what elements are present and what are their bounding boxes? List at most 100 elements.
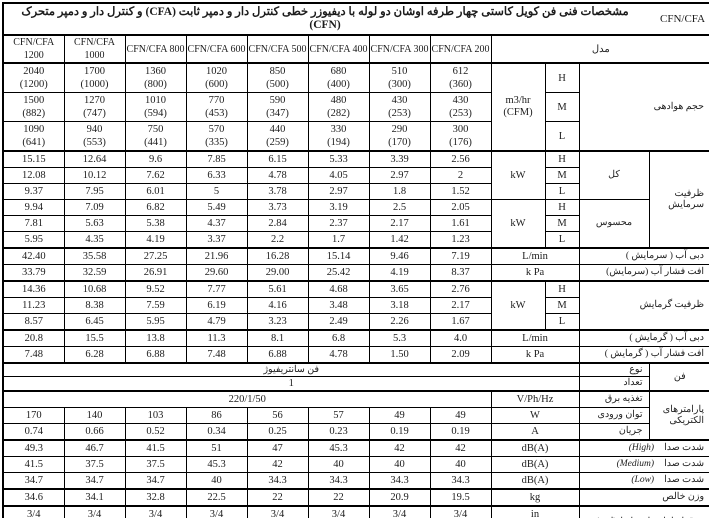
value-cell: 3/4 — [368, 505, 431, 518]
row-label: پارامترهای الکتریکی — [648, 390, 709, 441]
value-cell: 2.5 — [368, 199, 431, 216]
unit-cell: L/min — [490, 329, 580, 347]
section-cooling-water: 42.40 35.58 27.25 21.96 16.28 15.14 9.46 7.19 L… — [2, 247, 709, 282]
noise-label-en: (Medium) — [616, 459, 655, 469]
table-row: 41.5 37.5 37.5 45.3 42 40 40 40 dB(A) شدت صدا(M… — [2, 456, 709, 473]
value-cell: 1.67 — [429, 313, 492, 331]
value-cell: 6.15 — [246, 150, 309, 168]
row-label: ظرفیت گرمایش — [578, 280, 709, 331]
value-cell: 4.68 — [307, 280, 370, 298]
row-label: نوع — [578, 362, 650, 377]
column-header-cell: CFN/CFA 500 — [246, 34, 309, 64]
section-heating-water: 20.8 15.5 13.8 11.3 8.1 6.8 5.3 4.0 L/min دبی آ… — [2, 329, 709, 364]
unit-cell: k Pa — [490, 264, 580, 282]
value-cell: 29.60 — [185, 264, 248, 282]
value-cell: 3/4 — [429, 505, 492, 518]
value-cell: 1.23 — [429, 231, 492, 249]
value-cell: 9.6 — [124, 150, 187, 168]
value-cell: 25.42 — [307, 264, 370, 282]
title-wrap: مشخصات فنی فن کویل کاستی چهار طرفه اوشان… — [5, 6, 709, 32]
model-code: CFN/CFA — [660, 12, 706, 25]
power-supply-value: 220/1/50 — [2, 390, 492, 408]
value-cell: 8.38 — [63, 297, 126, 314]
row-label: ظرفیت سرمایش — [648, 150, 709, 249]
value-cell: 2.17 — [429, 297, 492, 314]
value-cell: 3.48 — [307, 297, 370, 314]
value-cell: 49 — [429, 407, 492, 424]
unit-cell: dB(A) — [490, 472, 580, 490]
value-cell: 34.3 — [246, 472, 309, 490]
row-label: افت فشار آب (سرمایش) — [578, 264, 709, 282]
unit-cell: A — [490, 423, 580, 441]
value-cell: 5.33 — [307, 150, 370, 168]
value-cell: 7.48 — [2, 346, 65, 364]
value-cell: 7.59 — [124, 297, 187, 314]
value-cell: 0.52 — [124, 423, 187, 441]
value-cell: 45.3 — [185, 456, 248, 473]
table-row: 220/1/50 V/Ph/Hz تغذیه برق پارامترهای ال… — [2, 390, 709, 441]
section-electrical: 220/1/50 V/Ph/Hz تغذیه برق پارامترهای ال… — [2, 390, 709, 441]
value-cell: 2.56 — [429, 150, 492, 168]
value-cell: 5.95 — [124, 313, 187, 331]
value-cell: 34.7 — [2, 472, 65, 490]
column-header-cell: CFN/CFA 1200 — [2, 34, 65, 64]
value-cell: 34.7 — [63, 472, 126, 490]
unit-cell: k Pa — [490, 346, 580, 364]
row-label: حجم هوادهی — [578, 62, 709, 152]
value-cell: 1270 (747) — [63, 92, 126, 122]
value-cell: 2.17 — [368, 215, 431, 232]
value-cell: 7.85 — [185, 150, 248, 168]
value-cell: 5.61 — [246, 280, 309, 298]
value-cell: 12.64 — [63, 150, 126, 168]
row-label: افت فشار آب ( گرمایش ) — [578, 346, 709, 364]
value-cell: 20.8 — [2, 329, 65, 347]
value-cell: 13.8 — [124, 329, 187, 347]
value-cell: 3.65 — [368, 280, 431, 298]
value-cell: 6.45 — [63, 313, 126, 331]
value-cell: 1.8 — [368, 183, 431, 200]
value-cell: 440 (259) — [246, 121, 309, 152]
value-cell: 32.59 — [63, 264, 126, 282]
value-cell: 34.3 — [368, 472, 431, 490]
value-cell: 41.5 — [124, 439, 187, 457]
value-cell: 0.19 — [368, 423, 431, 441]
value-cell: 3/4 — [307, 505, 370, 518]
value-cell: 9.94 — [2, 199, 65, 216]
value-cell: 45.3 — [307, 439, 370, 457]
noise-label-fa: شدت صدا — [664, 459, 705, 469]
value-cell: 6.01 — [124, 183, 187, 200]
value-cell: 33.79 — [2, 264, 65, 282]
value-cell: 5 — [185, 183, 248, 200]
value-cell: 1700 (1000) — [63, 62, 126, 93]
table-row: 1500 (882) 1270 (747) 1010 (594) 770 (453) 5… — [2, 92, 709, 122]
value-cell: 4.05 — [307, 167, 370, 184]
value-cell: 22 — [307, 488, 370, 507]
section-fan: فن سانتریفیوژ نوع فن 1 تعداد — [2, 362, 709, 392]
value-cell: 8.37 — [429, 264, 492, 282]
value-cell: 7.95 — [63, 183, 126, 200]
column-header: CFN/CFA 1200 CFN/CFA 1000 CFN/CFA 800 CF… — [2, 34, 709, 64]
page-title: مشخصات فنی فن کویل کاستی چهار طرفه اوشان… — [21, 6, 629, 31]
value-cell: 4.35 — [63, 231, 126, 249]
value-cell: 86 — [185, 407, 248, 424]
table-row: 20.8 15.5 13.8 11.3 8.1 6.8 5.3 4.0 L/min دبی آ… — [2, 329, 709, 347]
table-row: مشخصات فنی فن کویل کاستی چهار طرفه اوشان… — [1, 2, 709, 36]
table-row: 34.6 34.1 32.8 22.5 22 22 20.9 19.5 kg وزن خالص — [2, 488, 709, 507]
value-cell: 5.63 — [63, 215, 126, 232]
value-cell: 590 (347) — [246, 92, 309, 122]
value-cell: 4.78 — [246, 167, 309, 184]
speed-cell: H — [544, 150, 580, 168]
value-cell: 330 (194) — [307, 121, 370, 152]
speed-cell: L — [544, 313, 580, 331]
table-row: 12.08 10.12 7.62 6.33 4.78 4.05 2.97 2 M — [2, 167, 709, 184]
section-noise: 49.3 46.7 41.5 51 47 45.3 42 42 dB(A) شدت صدا(H… — [2, 439, 709, 490]
value-cell: 4.0 — [429, 329, 492, 347]
column-header-cell: CFN/CFA 1000 — [63, 34, 126, 64]
value-cell: 8.57 — [2, 313, 65, 331]
value-cell: 29.00 — [246, 264, 309, 282]
table-row: 33.79 32.59 26.91 29.60 29.00 25.42 4.19 8.37 k… — [2, 264, 709, 282]
value-cell: 34.3 — [307, 472, 370, 490]
value-cell: 0.66 — [63, 423, 126, 441]
unit-cell: kg — [490, 488, 580, 507]
